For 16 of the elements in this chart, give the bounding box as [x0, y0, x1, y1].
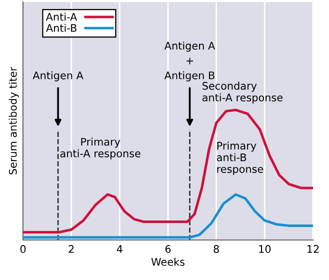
x-tick-label: 8 [214, 245, 219, 253]
x-tick-label: 10 [259, 245, 271, 253]
legend-label: Anti-A [46, 12, 78, 21]
legend-label: Anti-B [46, 24, 76, 32]
annotation: Primary anti-A response [60, 138, 140, 160]
x-tick-label: 4 [116, 245, 122, 253]
ref-line-label: Antigen A + Antigen B [164, 42, 216, 82]
text: Secondary anti-A response [202, 82, 283, 104]
ref-line-label: Antigen A [32, 71, 84, 82]
x-tick-label: 6 [165, 245, 171, 253]
x-tick-label: 12 [308, 245, 319, 253]
x-tick-label: 2 [68, 245, 74, 253]
x-tick-label: 0 [20, 245, 26, 253]
x-axis-title: Weeks [151, 258, 184, 266]
y-axis-title: Serum antibody titer [8, 66, 19, 174]
annotation: Primary anti-B response [216, 142, 264, 175]
